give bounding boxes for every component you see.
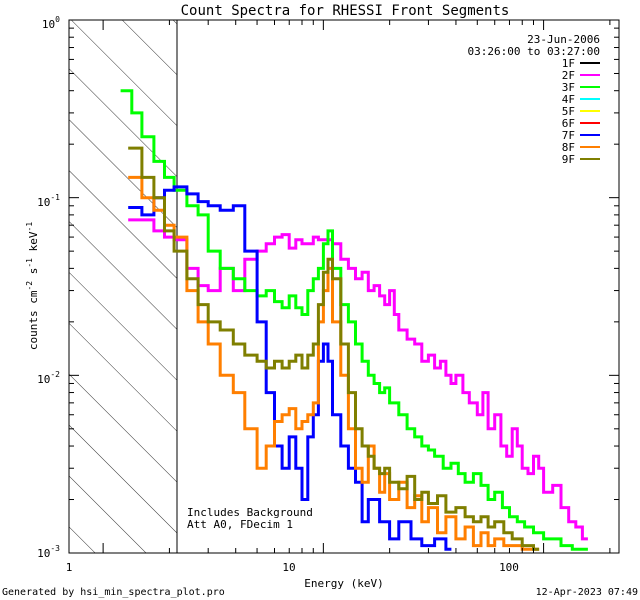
- excluded-region-hatch: [69, 20, 177, 553]
- x-axis-tick-labels: 1 10 100: [66, 561, 519, 574]
- x-tick-label-10: 10: [282, 561, 295, 574]
- y-axis-label: counts cm-2 s-1 keV-1: [25, 222, 40, 350]
- series-9F: [128, 146, 540, 551]
- series-2F: [128, 218, 588, 541]
- x-tick-label-100: 100: [499, 561, 519, 574]
- y-tick-label-0.001: 10-3: [37, 544, 60, 560]
- legend-label-7F: 7F: [562, 129, 575, 142]
- x-tick-label-1: 1: [66, 561, 73, 574]
- plot-frame: [68, 19, 620, 554]
- date-label: 23-Jun-2006: [527, 33, 600, 46]
- series-layer: [120, 89, 588, 551]
- y-axis-tick-labels: 100 10-1 10-2 10-3: [37, 15, 60, 560]
- y-tick-label-0.1: 10-1: [37, 193, 60, 209]
- y-tick-label-1: 100: [42, 15, 60, 31]
- legend-label-6F: 6F: [562, 117, 575, 130]
- annotation-attenuator: Att A0, FDecim 1: [187, 518, 293, 531]
- x-axis-ticks: [102, 20, 611, 553]
- generated-by-label: Generated by hsi_min_spectra_plot.pro: [2, 587, 225, 598]
- time-range-label: 03:26:00 to 03:27:00: [468, 45, 600, 58]
- y-axis-ticks: [69, 19, 619, 554]
- annotation-background: Includes Background: [187, 506, 313, 519]
- legend-label-8F: 8F: [562, 141, 575, 154]
- y-tick-label-0.01: 10-2: [37, 370, 60, 386]
- series-8F: [128, 175, 540, 551]
- legend-label-9F: 9F: [562, 153, 575, 166]
- legend-label-4F: 4F: [562, 93, 575, 106]
- legend-label-2F: 2F: [562, 69, 575, 82]
- legend-label-1F: 1F: [562, 57, 575, 70]
- series-3F: [120, 89, 588, 551]
- chart-title: Count Spectra for RHESSI Front Segments: [181, 3, 510, 19]
- timestamp-label: 12-Apr-2023 07:49: [535, 587, 638, 598]
- legend-label-3F: 3F: [562, 81, 575, 94]
- legend-label-5F: 5F: [562, 105, 575, 118]
- series-7F: [128, 185, 452, 551]
- x-axis-label: Energy (keV): [304, 577, 383, 590]
